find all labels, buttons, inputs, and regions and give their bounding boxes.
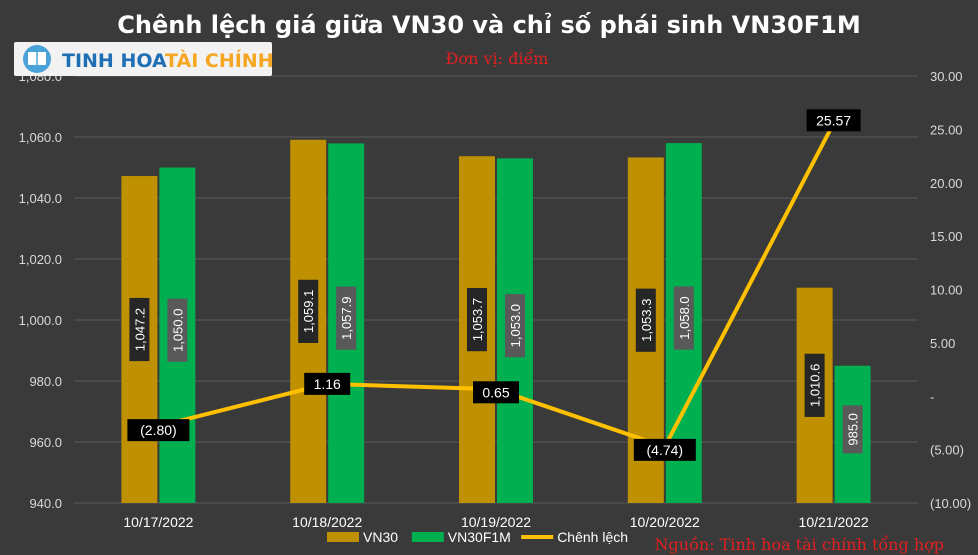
bar-value-label-text: 1,059.1 bbox=[301, 290, 316, 333]
gridlines bbox=[74, 75, 918, 504]
y-left-tick-label: 940.0 bbox=[29, 496, 62, 511]
bar-value-label-text: 1,058.0 bbox=[677, 296, 692, 339]
line-value-label-text: (4.74) bbox=[647, 442, 684, 458]
y-left-tick-label: 980.0 bbox=[29, 374, 62, 389]
line-value-label-text: 0.65 bbox=[482, 384, 509, 400]
legend: VN30 VN30F1M Chênh lệch bbox=[327, 529, 628, 545]
y-right-tick-label: 5.00 bbox=[930, 336, 955, 351]
bar-value-label: 1,053.7 bbox=[467, 288, 487, 352]
line-value-label: (2.80) bbox=[127, 419, 190, 442]
x-tick-label: 10/20/2022 bbox=[630, 514, 700, 530]
data-labels: 1,047.2 1,059.1 1,053.7 1,053.3 1,010.6 1,050… bbox=[127, 109, 863, 461]
line-value-label: 25.57 bbox=[806, 109, 861, 132]
y-right-tick-label: 15.00 bbox=[930, 229, 963, 244]
line-value-label-box bbox=[806, 109, 861, 132]
y-left-tick-label: 1,060.0 bbox=[19, 130, 62, 145]
bar-value-label-text: 1,010.6 bbox=[808, 364, 823, 407]
legend-label: VN30F1M bbox=[448, 529, 511, 545]
bar-value-label-box bbox=[298, 279, 319, 343]
bar-value-label-box bbox=[336, 286, 357, 350]
line-value-label: 0.65 bbox=[473, 381, 519, 404]
legend-label: VN30 bbox=[363, 529, 398, 545]
y-right-tick-label: (5.00) bbox=[930, 443, 964, 458]
line-value-label-text: (2.80) bbox=[140, 422, 177, 438]
bar-value-label-box bbox=[129, 297, 150, 362]
bars bbox=[121, 139, 871, 504]
legend-swatch bbox=[327, 532, 359, 542]
line-value-label-box bbox=[304, 372, 351, 395]
bar-value-label: 1,010.6 bbox=[804, 353, 825, 417]
y-right-tick-label: 25.00 bbox=[930, 122, 963, 137]
source-note: Nguồn: Tinh hoa tài chính tổng hợp bbox=[655, 535, 944, 554]
line-value-label-text: 25.57 bbox=[816, 112, 851, 128]
bar-value-label: 1,058.0 bbox=[673, 286, 694, 350]
y-right-tick-label: 20.00 bbox=[930, 176, 963, 191]
bar-value-label-text: 1,053.7 bbox=[470, 298, 485, 341]
y-left-tick-label: 960.0 bbox=[29, 435, 62, 450]
y-right-tick-label: (10.00) bbox=[930, 496, 971, 511]
y-left-tick-label: 1,000.0 bbox=[19, 313, 62, 328]
y-right-tick-label: 30.00 bbox=[930, 69, 963, 84]
logo: TINH HOA TÀI CHÍNH bbox=[14, 42, 274, 76]
bar-value-label: 1,053.0 bbox=[505, 294, 525, 358]
logo-text-2: TÀI CHÍNH bbox=[165, 49, 274, 72]
bar-value-label: 1,047.2 bbox=[129, 297, 150, 362]
line-value-label-box bbox=[473, 381, 519, 404]
x-tick-label: 10/17/2022 bbox=[123, 514, 193, 530]
line-value-label-box bbox=[127, 419, 190, 442]
y-right-tick-label: 10.00 bbox=[930, 283, 963, 298]
line-value-label: (4.74) bbox=[633, 438, 696, 461]
bar-value-label-box bbox=[804, 353, 825, 417]
y-right-tick-label: - bbox=[930, 389, 934, 404]
bar-value-label-text: 1,053.0 bbox=[508, 304, 523, 347]
bar-value-label-box bbox=[842, 405, 863, 454]
axes: 940.0 960.0 980.0 1,000.0 1,020.0 1,040.0 1,06… bbox=[19, 69, 972, 530]
bar-value-label-box bbox=[505, 294, 525, 358]
bar-value-label: 1,059.1 bbox=[298, 279, 319, 343]
legend-swatch bbox=[411, 532, 444, 542]
x-tick-label: 10/21/2022 bbox=[799, 514, 869, 530]
bar-value-label-text: 985.0 bbox=[846, 413, 861, 446]
bar-value-label-box bbox=[467, 288, 487, 352]
bar-value-label-box bbox=[167, 298, 188, 362]
bar-value-label: 1,057.9 bbox=[336, 286, 357, 350]
bar-value-label-box bbox=[635, 288, 656, 352]
line-value-label-text: 1.16 bbox=[314, 376, 341, 392]
logo-text-1: TINH HOA bbox=[62, 50, 167, 72]
bar-value-label: 985.0 bbox=[842, 405, 863, 454]
line-value-label: 1.16 bbox=[304, 372, 351, 395]
y-left-tick-label: 1,040.0 bbox=[19, 191, 62, 206]
x-tick-label: 10/18/2022 bbox=[292, 514, 362, 530]
bar-value-label: 1,053.3 bbox=[635, 288, 656, 352]
x-tick-label: 10/19/2022 bbox=[461, 514, 531, 530]
bar-value-label-text: 1,057.9 bbox=[339, 297, 354, 340]
y-left-tick-label: 1,020.0 bbox=[19, 252, 62, 267]
chart-title: Chênh lệch giá giữa VN30 và chỉ số phái … bbox=[117, 11, 860, 39]
bar-value-label-text: 1,053.3 bbox=[639, 299, 654, 342]
bar-value-label-text: 1,047.2 bbox=[132, 308, 147, 351]
line-value-label-box bbox=[633, 438, 696, 461]
bar-value-label-box bbox=[673, 286, 694, 350]
legend-label: Chênh lệch bbox=[557, 529, 628, 545]
unit-note: Đơn vị: điểm bbox=[446, 49, 549, 68]
bar-value-label: 1,050.0 bbox=[167, 298, 188, 362]
bar-value-label-text: 1,050.0 bbox=[170, 309, 185, 352]
